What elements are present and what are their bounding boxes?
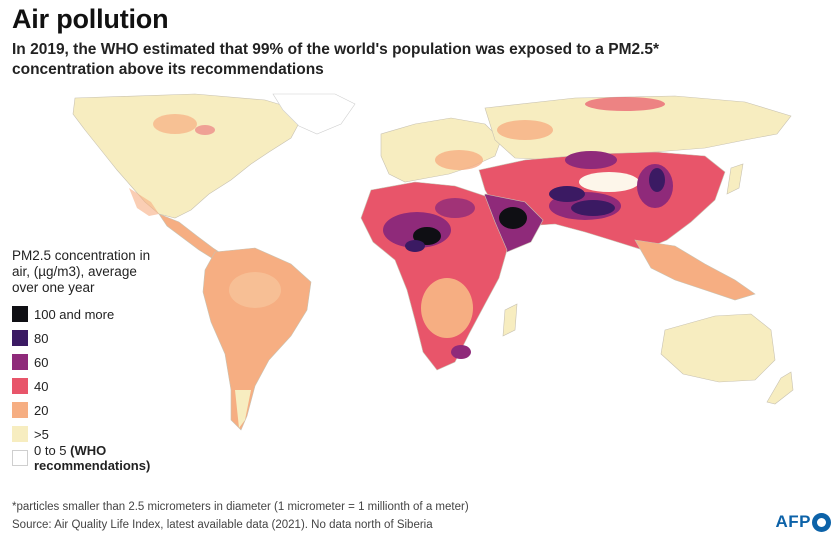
legend-swatch bbox=[12, 330, 28, 346]
legend-label-who: 0 to 5 (WHO recommendations) bbox=[34, 443, 222, 473]
southeast-asia-landmass bbox=[634, 239, 756, 301]
legend-swatch bbox=[12, 306, 28, 322]
legend-label: 20 bbox=[34, 402, 49, 418]
footnote: *particles smaller than 2.5 micrometers … bbox=[12, 501, 469, 513]
map-title: Air pollution bbox=[12, 4, 169, 34]
afp-logo-text: AFP bbox=[775, 512, 811, 531]
legend-item: 80 bbox=[12, 326, 222, 350]
legend-item: 60 bbox=[12, 350, 222, 374]
legend-item: 100 and more bbox=[12, 302, 222, 326]
legend-label: 100 and more bbox=[34, 306, 115, 322]
map-legend: PM2.5 concentration in air, (µg/m3), ave… bbox=[12, 248, 222, 473]
north-america-landmass bbox=[72, 93, 306, 219]
legend-item: 40 bbox=[12, 374, 222, 398]
legend-swatch-who bbox=[12, 450, 28, 466]
africa-landmass bbox=[360, 181, 508, 371]
afp-logo-dot-icon bbox=[812, 512, 831, 532]
legend-item: >5 bbox=[12, 422, 222, 446]
greenland-landmass bbox=[272, 93, 356, 135]
source-note: Source: Air Quality Life Index, latest a… bbox=[12, 519, 433, 531]
legend-item: 20 bbox=[12, 398, 222, 422]
russia-landmass bbox=[484, 95, 792, 161]
legend-title: PM2.5 concentration in air, (µg/m3), ave… bbox=[12, 248, 151, 295]
madagascar-landmass bbox=[502, 303, 518, 337]
afp-logo: AFP bbox=[775, 512, 831, 532]
legend-swatch bbox=[12, 354, 28, 370]
legend-items: 100 and more 80 60 40 20 >5 0 to 5 (WHO … bbox=[12, 302, 222, 473]
legend-label: >5 bbox=[34, 426, 49, 442]
legend-label: 60 bbox=[34, 354, 49, 370]
legend-label: 40 bbox=[34, 378, 49, 394]
australia-landmass bbox=[660, 313, 776, 383]
legend-label: 80 bbox=[34, 330, 49, 346]
new-zealand-landmass bbox=[766, 371, 794, 405]
japan-landmass bbox=[726, 163, 744, 195]
legend-swatch bbox=[12, 402, 28, 418]
who-note: (WHO recommendations) bbox=[34, 443, 151, 473]
who-range: 0 to 5 bbox=[34, 443, 67, 458]
world-pollution-map bbox=[72, 93, 794, 431]
legend-item-who: 0 to 5 (WHO recommendations) bbox=[12, 443, 222, 473]
map-subtitle: In 2019, the WHO estimated that 99% of t… bbox=[12, 41, 660, 78]
legend-swatch bbox=[12, 378, 28, 394]
legend-swatch bbox=[12, 426, 28, 442]
